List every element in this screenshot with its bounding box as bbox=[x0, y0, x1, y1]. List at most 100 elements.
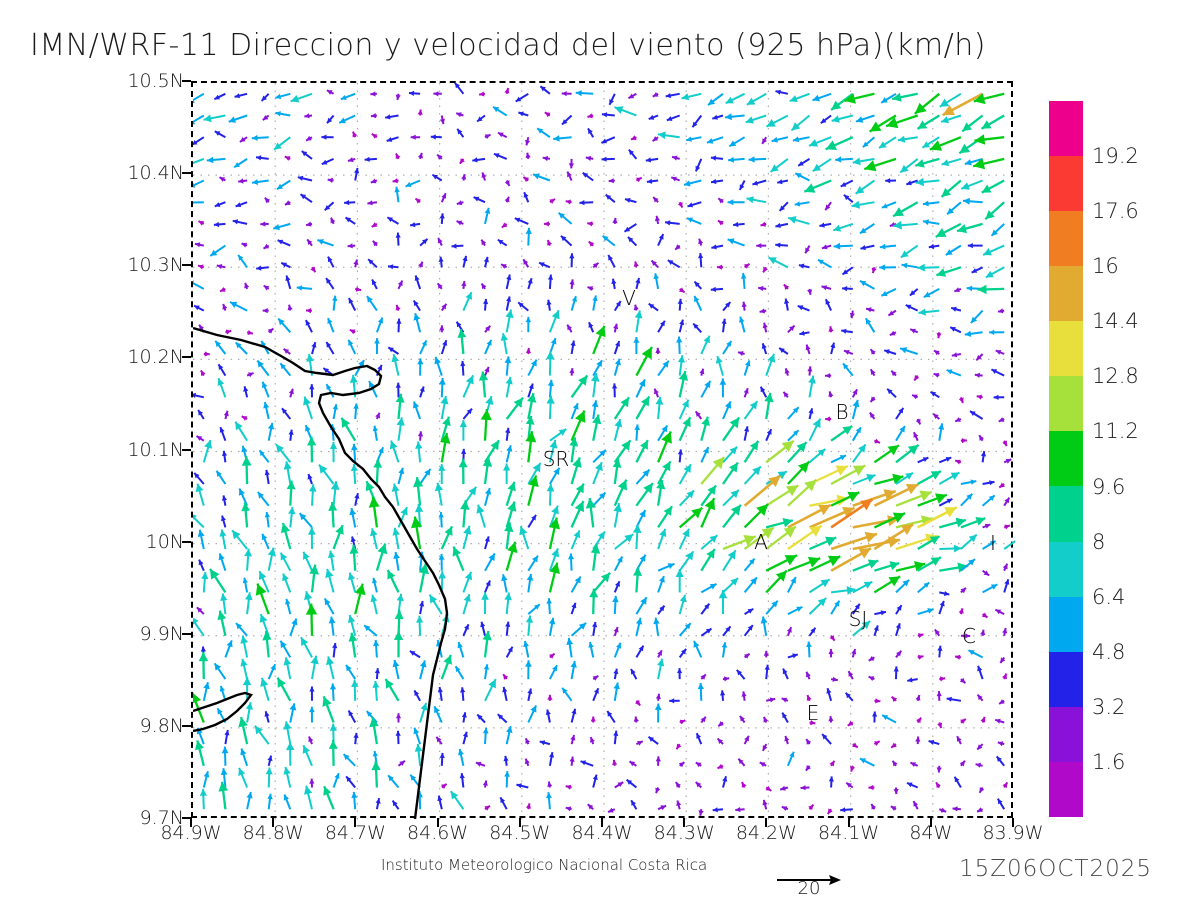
wind-arrow bbox=[652, 92, 659, 98]
wind-arrow bbox=[914, 92, 941, 115]
wind-arrow bbox=[193, 136, 205, 146]
wind-arrow bbox=[940, 179, 962, 198]
wind-arrow bbox=[678, 370, 689, 398]
wind-arrow bbox=[776, 179, 789, 185]
wind-arrow bbox=[570, 500, 585, 528]
wind-arrow bbox=[370, 528, 378, 550]
wind-arrow bbox=[194, 242, 204, 248]
colorbar-band bbox=[1049, 596, 1083, 652]
wind-arrow bbox=[353, 403, 359, 420]
wind-arrow bbox=[874, 561, 900, 572]
wind-arrow bbox=[462, 525, 472, 550]
wind-arrow bbox=[917, 581, 930, 594]
wind-arrow bbox=[569, 367, 575, 376]
wind-arrow bbox=[440, 339, 448, 355]
wind-arrow bbox=[505, 621, 511, 636]
wind-arrow bbox=[613, 556, 624, 572]
wind-arrow bbox=[517, 301, 529, 312]
wind-arrow bbox=[678, 416, 692, 442]
wind-arrow bbox=[612, 217, 618, 225]
wind-arrow bbox=[938, 517, 967, 529]
y-axis-tick-label: 9.8N bbox=[139, 714, 184, 737]
wind-arrow bbox=[678, 463, 692, 485]
wind-arrow bbox=[869, 411, 876, 420]
wind-arrow bbox=[235, 622, 248, 637]
wind-arrow bbox=[275, 92, 291, 100]
wind-arrow bbox=[895, 407, 905, 420]
wind-arrow bbox=[309, 484, 317, 506]
wind-arrow bbox=[244, 282, 250, 290]
wind-arrow bbox=[630, 135, 637, 141]
wind-arrow bbox=[225, 329, 232, 335]
wind-arrow bbox=[304, 113, 313, 119]
wind-arrow bbox=[764, 392, 774, 420]
wind-arrow bbox=[305, 221, 313, 227]
wind-arrow bbox=[411, 516, 423, 550]
wind-arrow bbox=[722, 549, 737, 572]
wind-arrow bbox=[532, 173, 551, 182]
wind-arrow bbox=[587, 127, 595, 138]
wind-arrow bbox=[504, 180, 511, 187]
wind-arrow bbox=[809, 555, 841, 572]
wind-arrow bbox=[835, 156, 853, 163]
wind-arrow bbox=[591, 400, 599, 420]
wind-arrow bbox=[740, 272, 747, 289]
wind-arrow bbox=[784, 298, 790, 311]
wind-arrow bbox=[309, 564, 319, 593]
wind-arrow bbox=[372, 240, 379, 247]
wind-arrow bbox=[329, 441, 338, 463]
wind-arrow bbox=[849, 310, 855, 319]
wind-arrow bbox=[939, 591, 950, 596]
wind-arrow bbox=[873, 512, 906, 529]
wind-arrow bbox=[743, 474, 782, 507]
wind-arrow bbox=[384, 114, 399, 120]
wind-arrow bbox=[386, 136, 399, 142]
wind-arrow bbox=[569, 437, 579, 463]
wind-arrow bbox=[519, 525, 530, 550]
wind-arrow bbox=[338, 114, 356, 124]
wind-arrow bbox=[760, 221, 767, 227]
wind-arrow bbox=[691, 114, 703, 128]
wind-arrow bbox=[368, 496, 380, 528]
wind-arrow bbox=[792, 136, 810, 143]
wind-arrow bbox=[280, 261, 291, 269]
wind-arrow bbox=[505, 309, 514, 333]
wind-arrow bbox=[819, 222, 832, 228]
wind-arrow bbox=[222, 303, 228, 311]
y-axis-tick-mark bbox=[182, 448, 191, 451]
wind-arrow bbox=[438, 377, 446, 398]
wind-arrow bbox=[998, 417, 1005, 423]
colorbar-tick-label: 8 bbox=[1092, 529, 1106, 554]
wind-arrow bbox=[824, 201, 832, 211]
wind-arrow bbox=[275, 443, 292, 463]
colorbar-tick-label: 4.8 bbox=[1092, 639, 1126, 664]
wind-arrow bbox=[752, 179, 767, 186]
wind-arrow bbox=[298, 512, 313, 529]
wind-arrow bbox=[476, 504, 486, 528]
wind-arrow bbox=[500, 263, 508, 269]
wind-arrow bbox=[982, 540, 997, 550]
wind-arrow bbox=[392, 178, 399, 184]
wind-arrow bbox=[778, 201, 789, 212]
wind-arrow bbox=[309, 384, 315, 398]
wind-arrow bbox=[653, 388, 660, 398]
wind-arrow bbox=[363, 624, 378, 637]
wind-arrow bbox=[325, 277, 335, 290]
wind-arrow bbox=[743, 576, 758, 594]
wind-arrow bbox=[328, 501, 338, 528]
wind-arrow bbox=[481, 172, 487, 181]
wind-arrow bbox=[419, 600, 425, 615]
wind-arrow bbox=[590, 543, 601, 571]
wind-arrow bbox=[825, 136, 854, 151]
wind-arrow bbox=[692, 322, 703, 333]
wind-arrow bbox=[238, 178, 248, 184]
wind-arrow bbox=[303, 396, 313, 420]
wind-arrow bbox=[971, 266, 984, 274]
wind-arrow bbox=[743, 526, 775, 550]
wind-arrow bbox=[984, 201, 1005, 221]
wind-arrow bbox=[851, 388, 858, 398]
wind-arrow bbox=[852, 580, 873, 594]
wind-arrow bbox=[678, 528, 690, 550]
wind-arrow bbox=[503, 463, 511, 485]
wind-arrow bbox=[879, 264, 897, 271]
